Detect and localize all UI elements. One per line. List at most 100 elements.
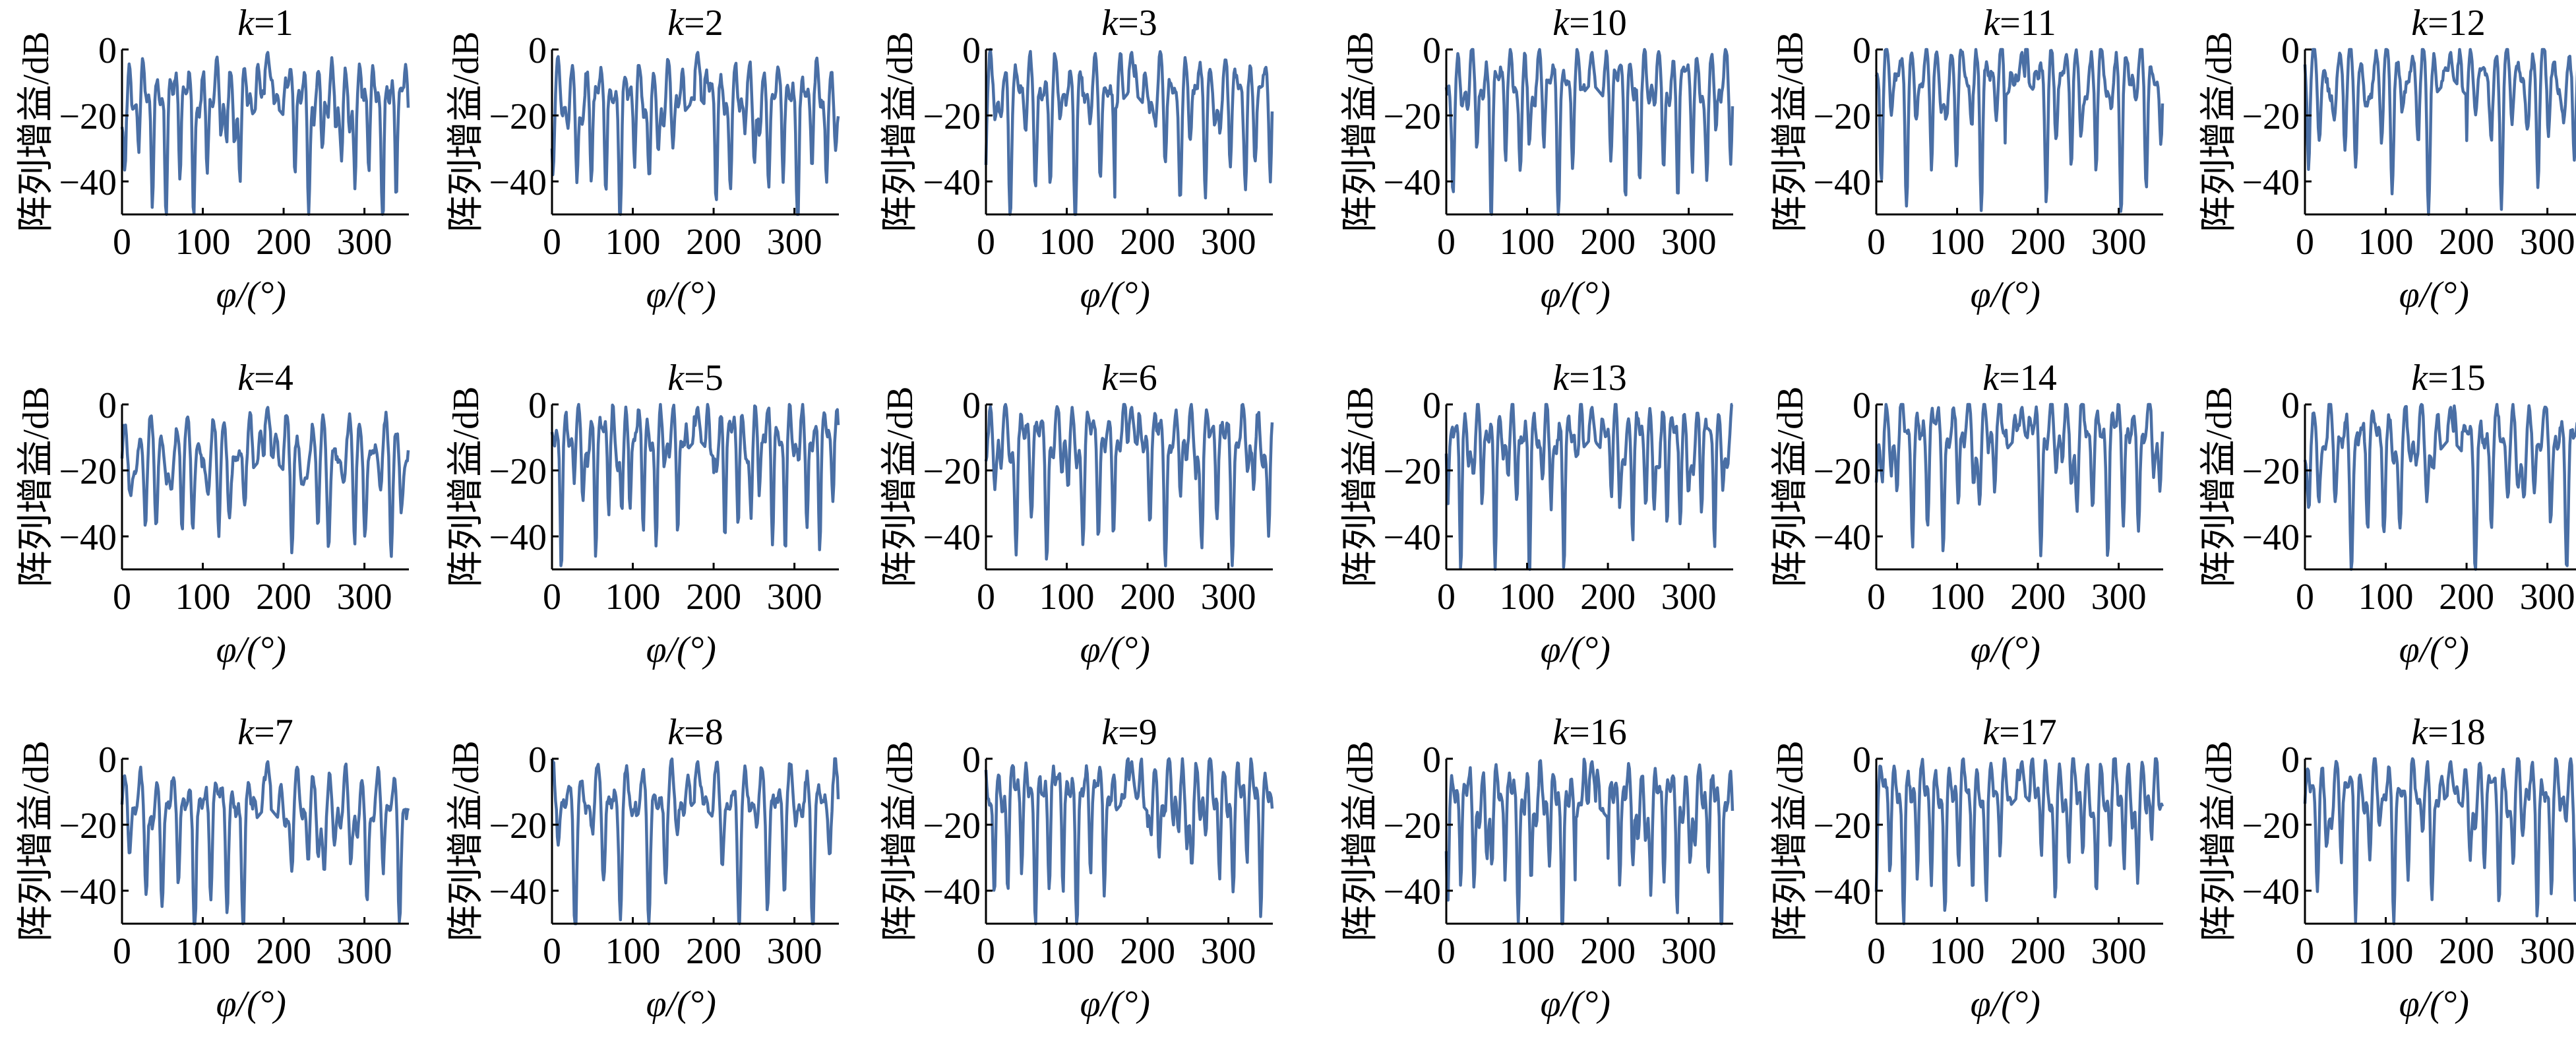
y-axis-label: 阵列增益/dB [446,32,487,233]
subplot-k4: k=4 阵列增益/dB φ/(°) 0 −20 −40 0 100 200 300 [16,358,410,670]
subplot-k13: k=13 阵列增益/dB φ/(°) 0 −20 −40 0 100 200 300 [1340,358,1733,670]
title-variable: k [667,358,685,399]
y-tick-label: −40 [923,517,981,558]
y-tick-label: −40 [1383,517,1441,558]
title-variable: k [1101,358,1119,399]
title-value: 14 [2020,358,2057,399]
subplot-k1: k=1 阵列增益/dB φ/(°) 0 −20 −40 0 100 200 300 [16,3,410,315]
x-axis-label: φ/(°) [216,984,286,1025]
title-eq: = [2428,712,2449,753]
y-tick-label: −20 [59,96,117,137]
subplot-k12: k=12 阵列增益/dB φ/(°) 0 −20 −40 0 100 200 300 [2199,3,2576,315]
x-axis-label: φ/(°) [646,629,716,670]
x-axis-label: φ/(°) [1541,984,1610,1025]
series-line [1444,402,1733,571]
series-line [550,402,840,567]
x-tick-label: 200 [1580,222,1636,263]
x-tick-label: 100 [1039,931,1095,972]
title-value: 3 [1139,3,1157,44]
title-eq: = [2428,358,2449,399]
x-tick-label: 100 [605,577,661,618]
title-variable: k [2411,358,2428,399]
y-tick-label: −20 [489,806,547,846]
y-tick-label: −40 [2242,517,2300,558]
title-eq: = [254,358,275,399]
x-tick-label: 300 [2520,931,2575,972]
title-value: 8 [705,712,723,753]
series-line [1874,757,2164,926]
subplot-k18: k=18 阵列增益/dB φ/(°) 0 −20 −40 0 100 200 300 [2199,712,2576,1025]
x-tick-label: 100 [2358,222,2414,263]
x-tick-label: 200 [1580,577,1636,618]
title-variable: k [1552,3,1570,44]
y-tick-label: −20 [1813,451,1871,492]
x-tick-label: 100 [1039,577,1095,618]
title-value: 6 [1139,358,1157,399]
y-tick-label: −20 [923,806,981,846]
x-tick-label: 300 [1661,222,1717,263]
x-tick-label: 300 [1201,931,1256,972]
y-axis-label: 阵列增益/dB [2199,32,2240,233]
x-axis-label: φ/(°) [1971,629,2040,670]
title-variable: k [1982,358,2000,399]
x-tick-label: 100 [1930,931,1985,972]
y-tick-label: −20 [1383,96,1441,137]
x-tick-label: 200 [2439,222,2494,263]
y-axis-label: 阵列增益/dB [446,387,487,588]
x-tick-label: 100 [175,222,231,263]
title-eq: = [1118,358,1139,399]
y-tick-label: −40 [489,162,547,203]
x-tick-label: 200 [1120,577,1175,618]
x-axis-label: φ/(°) [216,629,286,670]
title-eq: = [1569,3,1590,44]
title-variable: k [667,3,685,44]
y-tick-label: −40 [1383,872,1441,912]
y-axis-label: 阵列增益/dB [880,32,921,233]
subplot-k6: k=6 阵列增益/dB φ/(°) 0 −20 −40 0 100 200 300 [880,358,1274,670]
subplot-k11: k=11 阵列增益/dB φ/(°) 0 −20 −40 0 100 200 300 [1770,3,2164,315]
title-eq: = [1118,3,1139,44]
y-axis-label: 阵列增益/dB [16,741,57,942]
y-tick-label: 0 [962,30,981,71]
y-tick-label: −20 [489,451,547,492]
subplot-title: k=14 [1982,358,2056,399]
title-eq: = [1569,712,1590,753]
series-line [1874,48,2164,213]
series-line [2303,402,2576,571]
x-tick-label: 100 [605,222,661,263]
x-tick-label: 100 [175,931,231,972]
x-tick-label: 0 [543,577,561,618]
y-axis-label: 阵列增益/dB [1770,387,1811,588]
x-tick-label: 200 [2010,222,2066,263]
x-tick-label: 0 [977,931,995,972]
subplot-title: k=10 [1552,3,1626,44]
x-tick-label: 200 [1120,931,1175,972]
title-value: 7 [275,712,293,753]
x-tick-label: 100 [1500,577,1555,618]
subplot-k17: k=17 阵列增益/dB φ/(°) 0 −20 −40 0 100 200 300 [1770,712,2164,1025]
y-tick-label: 0 [2281,385,2300,426]
series-line [984,757,1274,926]
y-tick-label: −20 [2242,451,2300,492]
y-tick-label: 0 [1853,30,1871,71]
title-value: 1 [275,3,293,44]
y-tick-label: 0 [98,740,117,781]
y-axis-label: 阵列增益/dB [880,387,921,588]
x-tick-label: 200 [2010,577,2066,618]
y-tick-label: 0 [962,740,981,781]
title-value: 12 [2449,3,2486,44]
y-axis-label: 阵列增益/dB [1340,741,1381,942]
x-axis-label: φ/(°) [1080,984,1150,1025]
title-value: 13 [1590,358,1627,399]
y-axis-label: 阵列增益/dB [1340,387,1381,588]
x-tick-label: 0 [1867,931,1886,972]
subplot-title: k=8 [667,712,723,753]
y-tick-label: −40 [59,162,117,203]
x-tick-label: 200 [686,931,741,972]
x-tick-label: 300 [2520,577,2575,618]
x-tick-label: 300 [767,577,822,618]
title-variable: k [667,712,685,753]
title-variable: k [1101,712,1119,753]
x-tick-label: 0 [2296,577,2314,618]
title-value: 11 [2021,3,2056,44]
